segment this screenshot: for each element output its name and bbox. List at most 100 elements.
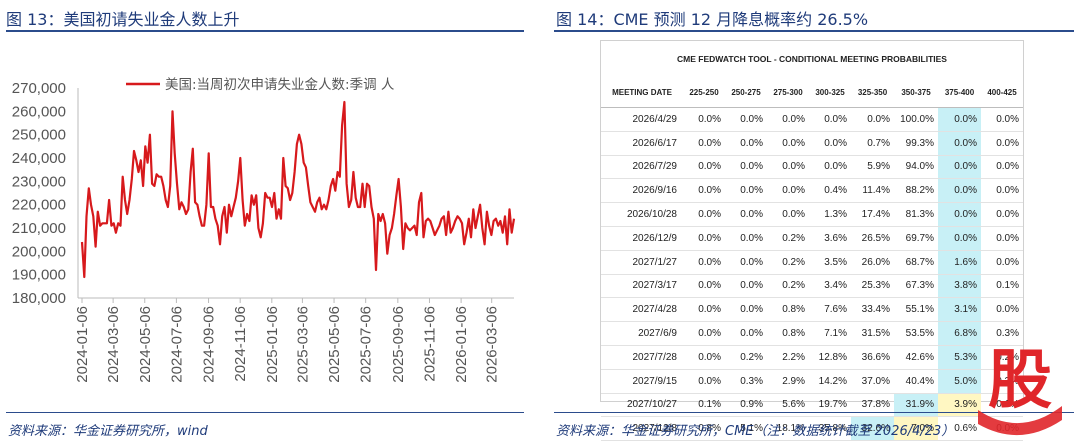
probability-cell: 0.3% [981, 321, 1023, 346]
x-tick-label: 2024-05-06 [137, 306, 154, 383]
x-tick-label: 2025-05-06 [326, 306, 343, 383]
probability-cell: 2.9% [767, 369, 809, 394]
probability-cell: 0.6% [938, 416, 981, 442]
source-rule-left [6, 412, 524, 413]
probability-cell: 0.2% [981, 369, 1023, 394]
probability-cell: 53.5% [894, 321, 938, 346]
figure-14-title: 图 14：CME 预测 12 月降息概率约 26.5% [556, 10, 869, 29]
probability-cell: 5.6% [767, 393, 809, 418]
x-tick-label: 2025-11-06 [421, 306, 438, 382]
probability-cell: 0.0% [938, 131, 981, 156]
meeting-date-cell: 2026/7/29 [601, 155, 683, 180]
meeting-date-cell: 2027/12/8 [601, 416, 683, 442]
probability-cell: 42.6% [894, 345, 938, 370]
probability-cell: 1.3% [809, 202, 851, 227]
column-header-meeting-date: MEETING DATE [601, 77, 683, 108]
probability-cell: 3.1% [938, 297, 981, 323]
probability-cell: 3.9% [938, 393, 981, 418]
table-row: 2026/9/16 0.0% 0.0% 0.0% 0.4% 11.4% 88.2% 0.0% 0… [601, 178, 1023, 204]
title-rule-right [554, 30, 1074, 32]
table-row: 2027/9/15 0.0% 0.3% 2.9% 14.2% 37.0% 40.4% 5.0%… [601, 369, 1023, 394]
x-tick-label: 2024-09-06 [201, 306, 218, 383]
table-row: 2027/4/28 0.0% 0.0% 0.8% 7.6% 33.4% 55.1% 3.1% 0… [601, 297, 1023, 323]
probability-cell: 0.9% [725, 393, 767, 418]
meeting-date-cell: 2026/9/16 [601, 178, 683, 204]
probability-cell: 69.7% [894, 226, 938, 251]
y-tick-label: 240,000 [12, 150, 66, 167]
probability-cell: 25.3% [851, 274, 894, 299]
probability-cell: 0.0% [981, 131, 1023, 156]
probability-cell: 3.5% [809, 250, 851, 275]
x-tick-label: 2026-03-06 [484, 306, 501, 383]
probability-cell: 0.0% [809, 155, 851, 180]
probability-cell: 0.0% [938, 226, 981, 251]
y-tick-label: 260,000 [12, 103, 66, 120]
x-tick-label: 2026-01-06 [453, 306, 470, 383]
probability-cell: 0.0% [683, 178, 725, 204]
table-title: CME FEDWATCH TOOL - CONDITIONAL MEETING … [677, 54, 947, 64]
probability-cell: 0.0% [981, 178, 1023, 204]
probability-cell: 7.0% [894, 416, 938, 442]
probability-cell: 0.0% [725, 321, 767, 346]
meeting-date-cell: 2027/4/28 [601, 297, 683, 323]
probability-cell: 0.0% [938, 107, 981, 132]
meeting-date-cell: 2026/12/9 [601, 226, 683, 251]
probability-cell: 55.1% [894, 297, 938, 323]
probability-cell: 5.9% [851, 155, 894, 180]
probability-cell: 0.8% [767, 321, 809, 346]
probability-cell: 31.5% [851, 321, 894, 346]
y-tick-label: 200,000 [12, 243, 66, 260]
probability-cell: 0.1% [981, 274, 1023, 299]
probability-cell: 0.1% [981, 393, 1023, 418]
x-tick-label: 2025-09-06 [390, 306, 407, 383]
y-axis-labels: 180,000 190,000 200,000 210,000 220,000 230,0… [12, 80, 66, 307]
y-tick-label: 180,000 [12, 290, 66, 307]
probability-cell: 37.8% [851, 393, 894, 418]
table-row: 2027/10/27 0.1% 0.9% 5.6% 19.7% 37.8% 31.9% 3.9… [601, 393, 1023, 418]
meeting-date-cell: 2027/6/9 [601, 321, 683, 346]
column-header-rate-range: 300-325 [809, 77, 851, 108]
probability-cell: 0.0% [725, 250, 767, 275]
probability-cell: 99.3% [894, 131, 938, 156]
probability-cell: 0.0% [725, 178, 767, 204]
probability-cell: 18.1% [767, 416, 809, 442]
table-row: 2026/12/9 0.0% 0.0% 0.2% 3.6% 26.5% 69.7% 0.0% 0… [601, 226, 1023, 251]
probability-cell: 3.8% [938, 274, 981, 299]
table-row: 2027/3/17 0.0% 0.0% 0.2% 3.4% 25.3% 67.3% 3.8% 0… [601, 274, 1023, 299]
probability-cell: 0.0% [851, 107, 894, 132]
probability-cell: 0.2% [767, 250, 809, 275]
column-header-rate-range: 225-250 [683, 77, 725, 108]
probability-cell: 32.6% [851, 416, 894, 442]
probability-cell: 0.0% [683, 297, 725, 323]
probability-cell: 81.3% [894, 202, 938, 227]
cme-fedwatch-table-panel: CME FEDWATCH TOOL - CONDITIONAL MEETING … [600, 40, 1024, 442]
watermark-stamp: 股 [978, 344, 1062, 436]
meeting-date-cell: 2026/4/29 [601, 107, 683, 132]
source-rule-right [554, 412, 1074, 413]
x-tick-label: 2024-07-06 [168, 306, 185, 383]
probability-cell: 88.2% [894, 178, 938, 204]
probability-cell: 0.0% [767, 155, 809, 180]
probability-cell: 14.2% [809, 369, 851, 394]
probability-cell: 0.0% [683, 345, 725, 370]
probability-cell: 31.9% [894, 393, 938, 418]
y-tick-label: 230,000 [12, 173, 66, 190]
column-header-rate-range: 400-425 [981, 77, 1023, 108]
probability-cell: 12.8% [809, 345, 851, 370]
probability-cell: 0.0% [683, 321, 725, 346]
probability-cell: 7.1% [809, 321, 851, 346]
claims-line-chart: 180,000 190,000 200,000 210,000 220,000 230,0… [12, 76, 516, 383]
probability-cell: 0.0% [683, 131, 725, 156]
probability-cell: 0.0% [767, 202, 809, 227]
probability-cell: 0.0% [725, 131, 767, 156]
probability-cell: 0.0% [981, 250, 1023, 275]
probability-cell: 68.7% [894, 250, 938, 275]
probability-cell: 0.0% [683, 274, 725, 299]
probability-cell: 0.0% [683, 202, 725, 227]
probability-cell: 33.4% [851, 297, 894, 323]
probability-cell: 0.0% [683, 155, 725, 180]
probability-cell: 5.0% [938, 369, 981, 394]
meeting-date-cell: 2027/1/27 [601, 250, 683, 275]
table-row: 2027/6/9 0.0% 0.0% 0.8% 7.1% 31.5% 53.5% 6.8% 0.… [601, 321, 1023, 346]
x-tick-label: 2024-11-06 [232, 306, 249, 382]
